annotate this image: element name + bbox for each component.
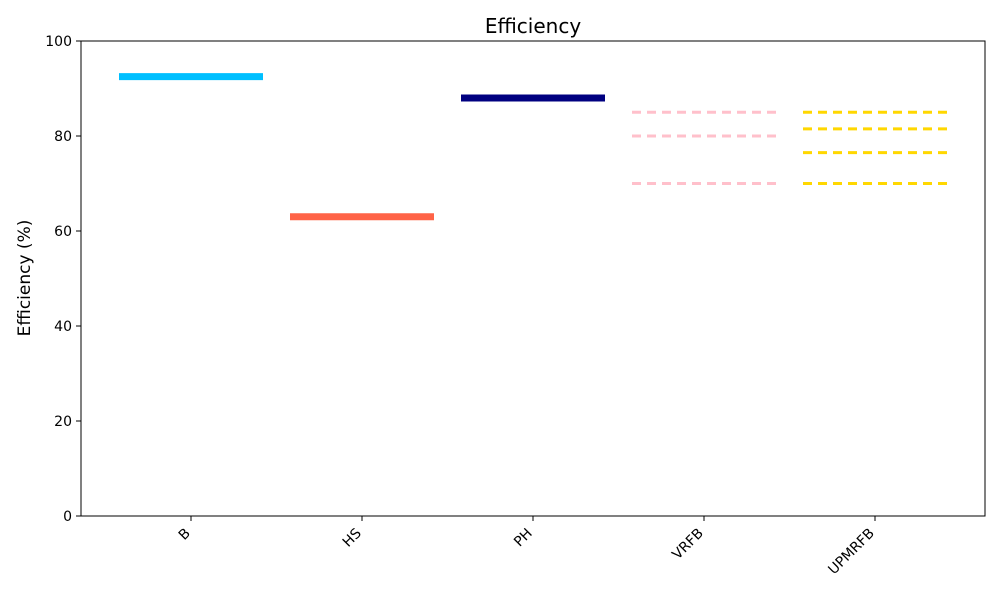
x-tick-label: HS bbox=[340, 525, 365, 550]
y-tick-label: 20 bbox=[54, 414, 72, 430]
x-tick-label: UPMRFB bbox=[825, 526, 877, 578]
y-tick-label: 40 bbox=[54, 319, 72, 335]
y-tick-label: 60 bbox=[54, 224, 72, 240]
x-tick-label: B bbox=[176, 526, 194, 544]
x-tick-label: VRFB bbox=[669, 526, 706, 563]
chart-title: Efficiency bbox=[485, 14, 582, 38]
y-axis-label: Efficiency (%) bbox=[15, 220, 35, 337]
x-tick-label: PH bbox=[511, 526, 536, 551]
y-tick-label: 0 bbox=[63, 509, 72, 525]
y-tick-label: 80 bbox=[54, 129, 72, 145]
y-tick-label: 100 bbox=[45, 34, 72, 50]
